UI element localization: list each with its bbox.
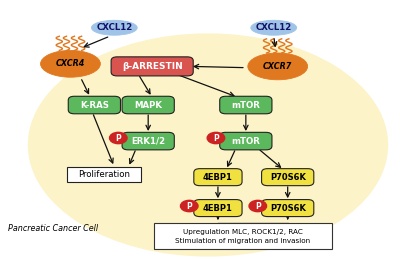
Text: CXCR7: CXCR7 [263, 62, 292, 71]
Text: P70S6K: P70S6K [270, 204, 306, 213]
Text: Pancreatic Cancer Cell: Pancreatic Cancer Cell [8, 224, 98, 233]
Text: P: P [255, 202, 261, 211]
Text: 4EBP1: 4EBP1 [203, 204, 233, 213]
Ellipse shape [248, 53, 308, 80]
Text: Proliferation: Proliferation [78, 170, 130, 179]
Text: ERK1/2: ERK1/2 [131, 136, 165, 146]
FancyBboxPatch shape [68, 167, 141, 182]
Text: CXCL12: CXCL12 [96, 23, 132, 32]
Text: CXCL12: CXCL12 [256, 23, 292, 32]
Circle shape [207, 132, 225, 144]
FancyBboxPatch shape [194, 200, 242, 217]
Text: Stimulation of migration and invasion: Stimulation of migration and invasion [175, 239, 310, 244]
Text: CXCR4: CXCR4 [56, 59, 85, 68]
Ellipse shape [28, 34, 387, 256]
FancyBboxPatch shape [262, 169, 314, 186]
Text: P: P [213, 133, 219, 142]
Ellipse shape [251, 20, 297, 35]
FancyBboxPatch shape [194, 169, 242, 186]
Text: P: P [116, 133, 121, 142]
Text: K-RAS: K-RAS [80, 100, 109, 110]
Text: 4EBP1: 4EBP1 [203, 173, 233, 182]
Text: mTOR: mTOR [232, 136, 260, 146]
FancyBboxPatch shape [122, 132, 174, 150]
Text: P: P [186, 202, 192, 211]
FancyBboxPatch shape [68, 96, 120, 114]
FancyBboxPatch shape [111, 57, 193, 76]
FancyBboxPatch shape [262, 200, 314, 217]
FancyBboxPatch shape [220, 132, 272, 150]
Circle shape [180, 200, 198, 212]
Ellipse shape [40, 51, 100, 77]
Text: β-ARRESTIN: β-ARRESTIN [122, 62, 182, 71]
Circle shape [249, 200, 266, 212]
FancyBboxPatch shape [220, 96, 272, 114]
Ellipse shape [91, 20, 137, 35]
FancyBboxPatch shape [122, 96, 174, 114]
Text: MAPK: MAPK [134, 100, 162, 110]
FancyBboxPatch shape [154, 223, 332, 249]
Text: Upregulation MLC, ROCK1/2, RAC: Upregulation MLC, ROCK1/2, RAC [183, 229, 303, 235]
Text: P70S6K: P70S6K [270, 173, 306, 182]
Text: mTOR: mTOR [232, 100, 260, 110]
Circle shape [110, 132, 127, 144]
